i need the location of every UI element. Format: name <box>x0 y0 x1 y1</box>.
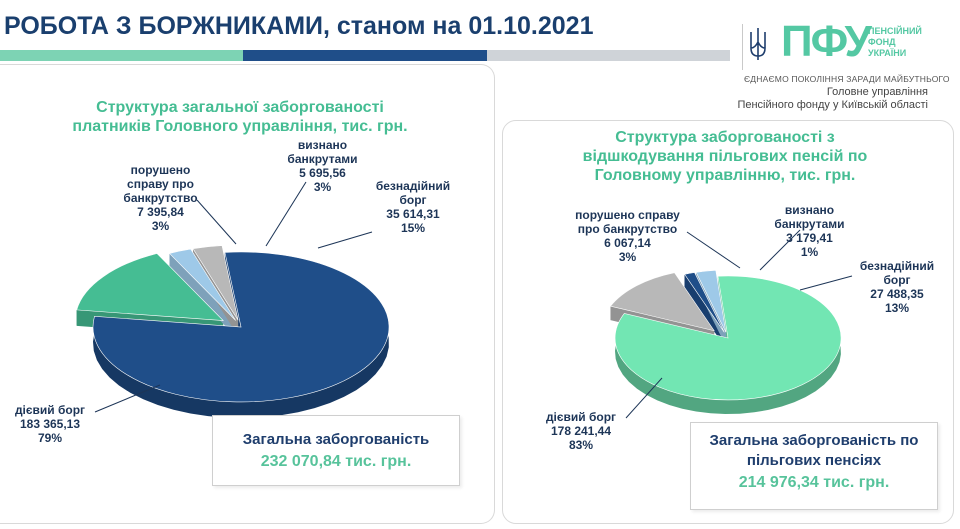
pie2-leader-bankruptcy-case <box>686 231 741 269</box>
slice-label-bankrupt: визнано банкрутами 5 695,56 3% <box>287 138 358 194</box>
pie1-leader-bankruptcy-case <box>196 199 237 245</box>
slice-label-bankruptcy-case-2: порушено справу про банкрутство 6 067,14… <box>575 208 680 264</box>
page-title: РОБОТА З БОРЖНИКАМИ, станом на 01.10.202… <box>4 12 594 40</box>
pie2-leader-bankrupt <box>759 229 801 271</box>
total-general-box: Загальна заборгованість 232 070,84 тис. … <box>212 415 460 486</box>
header-stripe-mint <box>0 50 243 61</box>
pie2-slice-wall-bankrupt-0 <box>684 274 725 347</box>
total-privileged-box: Загальна заборгованість по пільгових пен… <box>690 422 938 510</box>
pie1-leader-hopeless-debt <box>317 231 373 249</box>
tryzub-icon <box>750 28 766 60</box>
pie1-slice-bankruptcy-case <box>192 245 239 321</box>
pie2-slice-bankruptcy-case <box>695 269 727 333</box>
pie1-slice-hopeless-debt <box>76 253 224 321</box>
department-name: Головне управління Пенсійного фонду у Ки… <box>737 86 928 111</box>
logo-motto: ЄДНАЄМО ПОКОЛІННЯ ЗАРАДИ МАЙБУТНЬОГО <box>744 74 950 84</box>
pie1-slice-bankrupt <box>168 248 236 321</box>
header-stripe-gray <box>487 50 730 61</box>
pfu-logo: ПФУ <box>781 17 872 66</box>
logo-divider <box>742 24 743 70</box>
pie1-leader-bankrupt <box>265 181 307 247</box>
pie2-leader-hopeless-debt <box>799 275 853 291</box>
total-privileged-label-1: Загальна заборгованість по <box>709 432 919 449</box>
header-stripe-navy <box>243 50 487 61</box>
pie1-leader-active-debt <box>94 384 161 413</box>
pie2-slice-hopeless-debt <box>609 272 715 332</box>
pie2-slice-bankrupt <box>684 272 725 333</box>
chart-title-privileged: Структура заборгованості з відшкодування… <box>582 129 868 184</box>
pfu-logo-name: ПЕНСІЙНИЙ ФОНД УКРАЇНИ <box>868 26 922 58</box>
chart-title-general: Структура загальної заборгованості платн… <box>72 99 408 135</box>
slice-label-hopeless-debt: безнадійний борг 35 614,31 15% <box>375 179 451 235</box>
slice-label-active-debt-2: дієвий борг 178 241,44 83% <box>545 410 617 452</box>
pie2-slice-active-debt <box>614 275 842 401</box>
total-privileged-label-2: пільгових пенсіях <box>746 452 882 469</box>
total-general-label: Загальна заборгованість <box>242 431 430 448</box>
total-privileged-value: 214 976,34 тис. грн. <box>738 474 890 491</box>
slice-label-hopeless-debt-2: безнадійний борг 27 488,35 13% <box>859 259 935 315</box>
slice-label-bankrupt-2: визнано банкрутами 3 179,41 1% <box>774 203 845 259</box>
pie1-slice-wall-bankrupt-0 <box>169 253 236 337</box>
slice-label-bankruptcy-case: порушено справу про банкрутство 7 395,84… <box>123 163 198 233</box>
total-general-value: 232 070,84 тис. грн. <box>260 453 412 470</box>
slice-label-active-debt: дієвий борг 183 365,13 79% <box>14 403 86 445</box>
pie2-leader-active-debt <box>625 377 663 419</box>
pie1-slice-active-debt <box>92 251 390 403</box>
